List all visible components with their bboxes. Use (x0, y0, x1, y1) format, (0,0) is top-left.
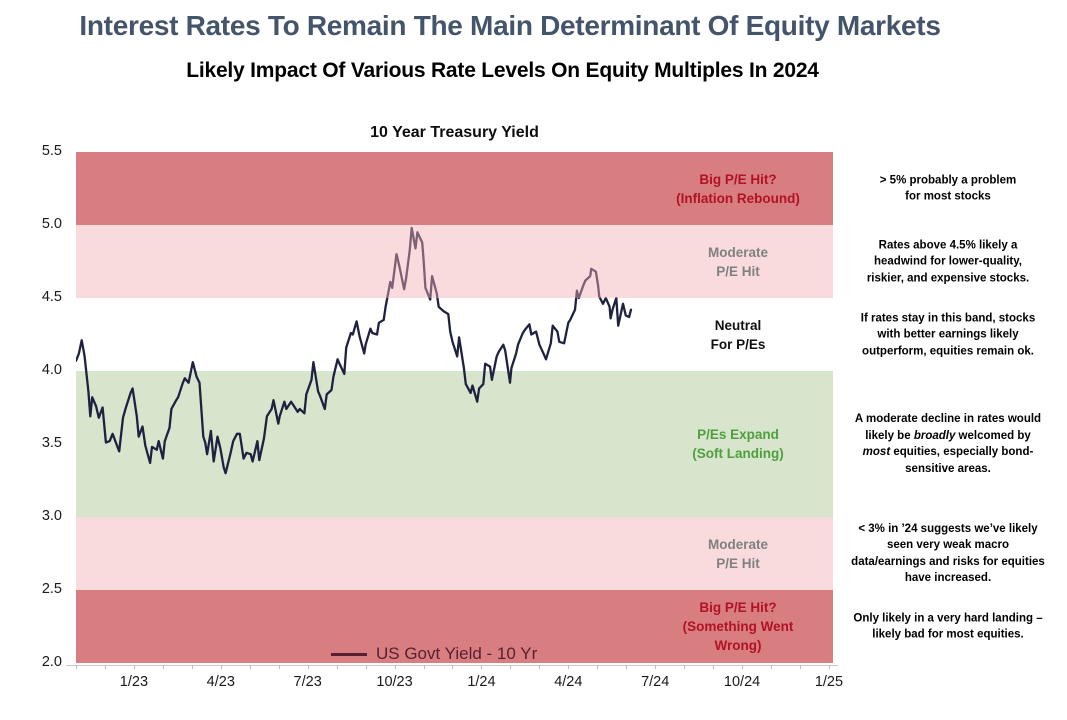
band (76, 371, 833, 517)
annotation-text: If rates stay in this band, stocks with … (860, 311, 1036, 357)
band (76, 152, 833, 225)
annotation-text: A moderate decline in rates would likely… (854, 413, 1042, 475)
x-tick-label: 1/23 (119, 674, 149, 690)
x-axis-tick (713, 665, 715, 669)
x-axis-line (66, 665, 838, 666)
band (76, 590, 833, 663)
x-tick-label: 1/24 (467, 674, 496, 690)
annotation-text: Only likely in a very hard landing – lik… (853, 612, 1043, 641)
annotation-text: Rates above 4.5% likely a headwind for l… (866, 238, 1030, 284)
band-label: Big P/E Hit? (Something Went Wrong) (682, 600, 794, 653)
x-axis-tick (626, 665, 628, 669)
band-label: Big P/E Hit? (Inflation Rebound) (676, 171, 800, 206)
x-tick-label: 7/23 (293, 674, 322, 690)
band (76, 298, 833, 371)
x-axis-tick (800, 665, 801, 669)
annotation-text: > 5% probably a problem for most stocks (879, 174, 1017, 203)
band (76, 225, 833, 298)
y-tick-label: 2.5 (41, 581, 62, 597)
x-axis-tick (76, 665, 77, 669)
y-tick-label: 2.0 (41, 654, 62, 670)
x-axis-tick (742, 665, 744, 669)
plot-area: US Govt Yield - 10 Yr Big P/E Hit? (Infl… (76, 152, 833, 663)
x-axis-tick (828, 665, 830, 669)
y-tick-label: 3.0 (41, 508, 62, 524)
x-axis-tick (133, 665, 135, 669)
band-label: Neutral For P/Es (710, 317, 766, 352)
x-axis-tick (162, 665, 164, 669)
x-axis-tick (452, 665, 454, 669)
x-tick-label: 4/24 (554, 674, 583, 690)
legend-label: US Govt Yield - 10 Yr (376, 644, 538, 663)
band-label: Moderate P/E Hit (707, 536, 768, 571)
x-axis-tick (655, 665, 657, 669)
x-axis-tick (191, 665, 193, 669)
page-title: Interest Rates To Remain The Main Determ… (79, 10, 941, 41)
band (76, 517, 833, 590)
x-axis-tick (481, 665, 483, 669)
x-axis-tick (771, 665, 773, 669)
x-axis-tick (220, 665, 222, 669)
page-subtitle: Likely Impact Of Various Rate Levels On … (186, 59, 819, 82)
x-axis-tick (394, 665, 396, 669)
y-tick-label: 5.5 (41, 143, 62, 159)
x-axis-tick (307, 665, 309, 669)
x-axis-tick (597, 665, 599, 669)
yield-line (76, 226, 633, 475)
x-tick-label: 1/25 (814, 674, 844, 690)
x-tick-label: 7/24 (641, 674, 670, 690)
x-axis-tick (510, 665, 512, 669)
x-axis-tick (365, 665, 367, 669)
x-tick-label: 4/23 (206, 674, 235, 690)
annotation-text: < 3% in ’24 suggests we’ve likely seen v… (851, 522, 1045, 585)
legend-line-swatch (331, 652, 367, 656)
x-axis-tick (104, 665, 106, 669)
x-axis-tick (336, 665, 338, 669)
x-axis-tick (684, 665, 686, 669)
y-tick-label: 4.5 (41, 289, 62, 305)
x-tick-label: 10/24 (723, 674, 761, 690)
band-label: Moderate P/E Hit (707, 244, 768, 279)
yield-line-chart (76, 226, 633, 475)
x-axis-tick (278, 665, 280, 669)
y-tick-label: 3.5 (41, 435, 62, 451)
x-axis-tick (423, 665, 425, 669)
y-tick-label: 5.0 (41, 216, 62, 232)
x-axis-tick (568, 665, 570, 669)
y-tick-label: 4.0 (41, 362, 62, 378)
x-axis-tick (539, 665, 541, 669)
band-label: P/Es Expand (Soft Landing) (692, 427, 784, 461)
legend: US Govt Yield - 10 Yr (331, 644, 537, 664)
x-axis-tick (249, 665, 251, 669)
chart-title: 10 Year Treasury Yield (370, 124, 539, 141)
x-tick-label: 10/23 (376, 674, 413, 690)
